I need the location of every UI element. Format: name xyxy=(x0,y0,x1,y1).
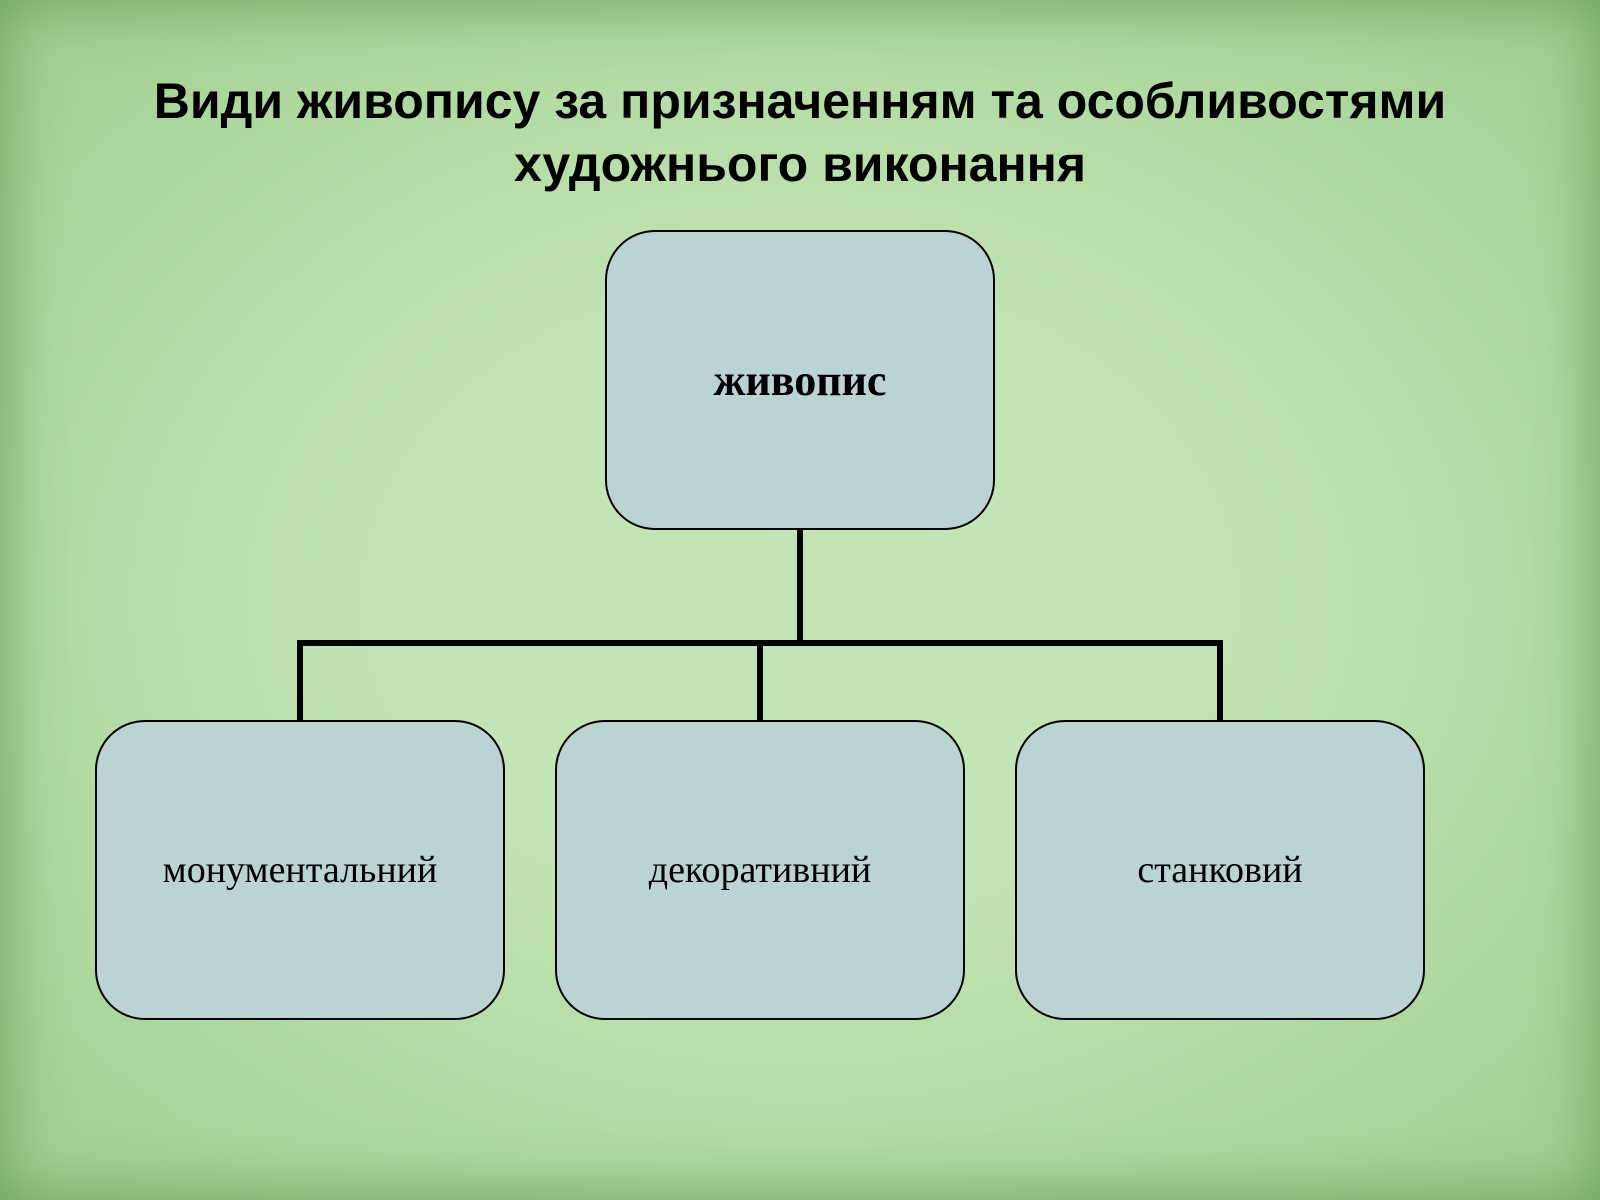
connector-child-drop xyxy=(757,640,763,720)
tree-child-node: монументальний xyxy=(95,720,505,1020)
tree-child-node: декоративний xyxy=(555,720,965,1020)
slide: Види живопису за призначенням та особлив… xyxy=(0,0,1600,1200)
tree-root-label: живопис xyxy=(714,355,887,406)
connector-child-drop xyxy=(1217,640,1223,720)
connector-root-stem xyxy=(797,530,803,646)
slide-title: Види живопису за призначенням та особлив… xyxy=(0,70,1600,195)
tree-child-label: станковий xyxy=(1137,848,1302,892)
tree-child-label: монументальний xyxy=(163,848,438,892)
tree-child-label: декоративний xyxy=(649,848,872,892)
tree-child-node: станковий xyxy=(1015,720,1425,1020)
tree-root-node: живопис xyxy=(605,230,995,530)
connector-child-drop xyxy=(297,640,303,720)
